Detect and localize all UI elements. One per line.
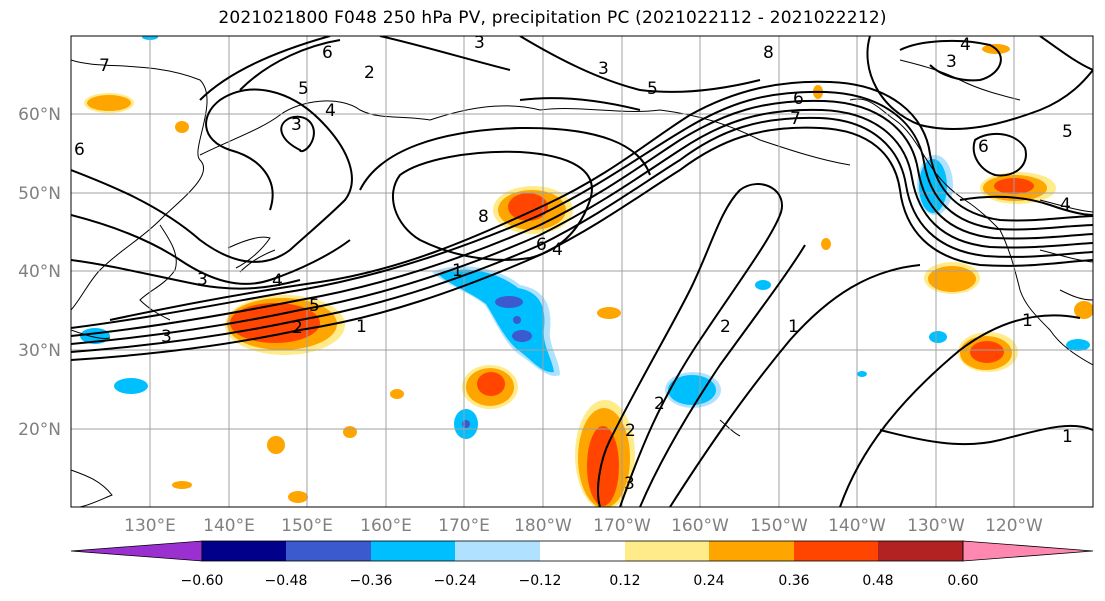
svg-text:2: 2 <box>364 63 375 83</box>
lat-label: 60°N <box>18 105 61 125</box>
colorbar-segment <box>540 541 625 561</box>
svg-text:3: 3 <box>161 327 172 347</box>
svg-text:2: 2 <box>625 421 636 441</box>
svg-text:1: 1 <box>356 317 367 337</box>
svg-text:4: 4 <box>552 240 563 260</box>
svg-text:1: 1 <box>452 261 463 281</box>
colorbar-tick-label: −0.48 <box>265 573 308 589</box>
svg-text:3: 3 <box>598 59 609 79</box>
svg-text:2: 2 <box>292 318 303 338</box>
colorbar-extend-min <box>70 540 203 562</box>
colorbar-tick-label: −0.24 <box>434 573 477 589</box>
colorbar-outline <box>201 540 964 562</box>
chart-title: 2021021800 F048 250 hPa PV, precipitatio… <box>218 8 887 28</box>
lon-label: 140°E <box>203 516 255 536</box>
colorbar-segment <box>794 541 878 561</box>
lon-label: 120°W <box>985 516 1043 536</box>
lon-label: 130°E <box>124 516 176 536</box>
svg-text:4: 4 <box>272 271 283 291</box>
lon-label: 150°W <box>750 516 808 536</box>
colorbar-segment <box>455 541 540 561</box>
svg-text:5: 5 <box>298 79 309 99</box>
colorbar-tick-label: 0.60 <box>947 573 978 589</box>
colorbar-segments <box>70 540 1094 562</box>
svg-text:4: 4 <box>1060 195 1071 215</box>
svg-text:1: 1 <box>1062 427 1073 447</box>
svg-text:3: 3 <box>946 52 957 72</box>
colorbar: −0.60 −0.48 −0.36 −0.24 −0.12 0.12 0.24 … <box>70 540 1094 589</box>
svg-text:3: 3 <box>197 270 208 290</box>
svg-text:3: 3 <box>474 33 485 53</box>
svg-text:8: 8 <box>478 207 489 227</box>
colorbar-segment <box>625 541 709 561</box>
lon-label: 140°W <box>828 516 886 536</box>
svg-text:5: 5 <box>647 79 658 99</box>
colorbar-segment <box>286 541 371 561</box>
colorbar-segment <box>202 541 286 561</box>
svg-text:6: 6 <box>978 137 989 157</box>
svg-text:6: 6 <box>793 89 804 109</box>
colorbar-tick-label: −0.60 <box>181 573 224 589</box>
colorbar-tick-label: 0.24 <box>693 573 724 589</box>
lat-label: 20°N <box>18 420 61 440</box>
colorbar-tick-label: 0.48 <box>862 573 893 589</box>
colorbar-tick-labels: −0.60 −0.48 −0.36 −0.24 −0.12 0.12 0.24 … <box>181 573 979 589</box>
lon-label: 160°W <box>671 516 729 536</box>
colorbar-extend-max <box>962 540 1094 562</box>
svg-text:4: 4 <box>325 101 336 121</box>
svg-text:4: 4 <box>960 35 971 55</box>
svg-text:6: 6 <box>536 235 547 255</box>
svg-text:7: 7 <box>790 109 801 129</box>
svg-text:7: 7 <box>99 56 110 76</box>
latitude-labels: 60°N 50°N 40°N 30°N 20°N <box>18 105 61 440</box>
lon-label: 150°E <box>281 516 333 536</box>
svg-text:2: 2 <box>654 394 665 414</box>
svg-text:3: 3 <box>291 115 302 135</box>
colorbar-tick-label: 0.12 <box>609 573 640 589</box>
svg-text:8: 8 <box>763 43 774 63</box>
longitude-labels: 130°E 140°E 150°E 160°E 170°E 180°W 170°… <box>124 516 1043 536</box>
lon-label: 130°W <box>907 516 965 536</box>
svg-text:6: 6 <box>322 43 333 63</box>
pv-contours <box>71 36 1093 507</box>
map-frame <box>70 35 1094 508</box>
colorbar-segment <box>371 541 455 561</box>
colorbar-tick-label: −0.36 <box>350 573 393 589</box>
lat-label: 50°N <box>18 184 61 204</box>
colorbar-tick-label: 0.36 <box>778 573 809 589</box>
lon-label: 160°E <box>360 516 412 536</box>
lon-label: 170°W <box>593 516 651 536</box>
svg-text:1: 1 <box>1022 311 1033 331</box>
colorbar-segment <box>878 541 963 561</box>
contour-labels: 7 6 5 4 3 2 3 8 5 6 4 3 6 7 8 3 4 2 5 3 … <box>74 33 1073 494</box>
precip-fills <box>80 36 1093 507</box>
colorbar-tick-label: −0.12 <box>519 573 562 589</box>
svg-text:6: 6 <box>74 140 85 160</box>
lat-label: 40°N <box>18 262 61 282</box>
svg-text:5: 5 <box>309 296 320 316</box>
lat-label: 30°N <box>18 341 61 361</box>
svg-text:2: 2 <box>720 317 731 337</box>
svg-text:3: 3 <box>624 474 635 494</box>
svg-text:1: 1 <box>788 317 799 337</box>
svg-text:5: 5 <box>1062 122 1073 142</box>
lon-label: 170°E <box>438 516 490 536</box>
lon-label: 180°W <box>514 516 572 536</box>
colorbar-segment <box>709 541 794 561</box>
